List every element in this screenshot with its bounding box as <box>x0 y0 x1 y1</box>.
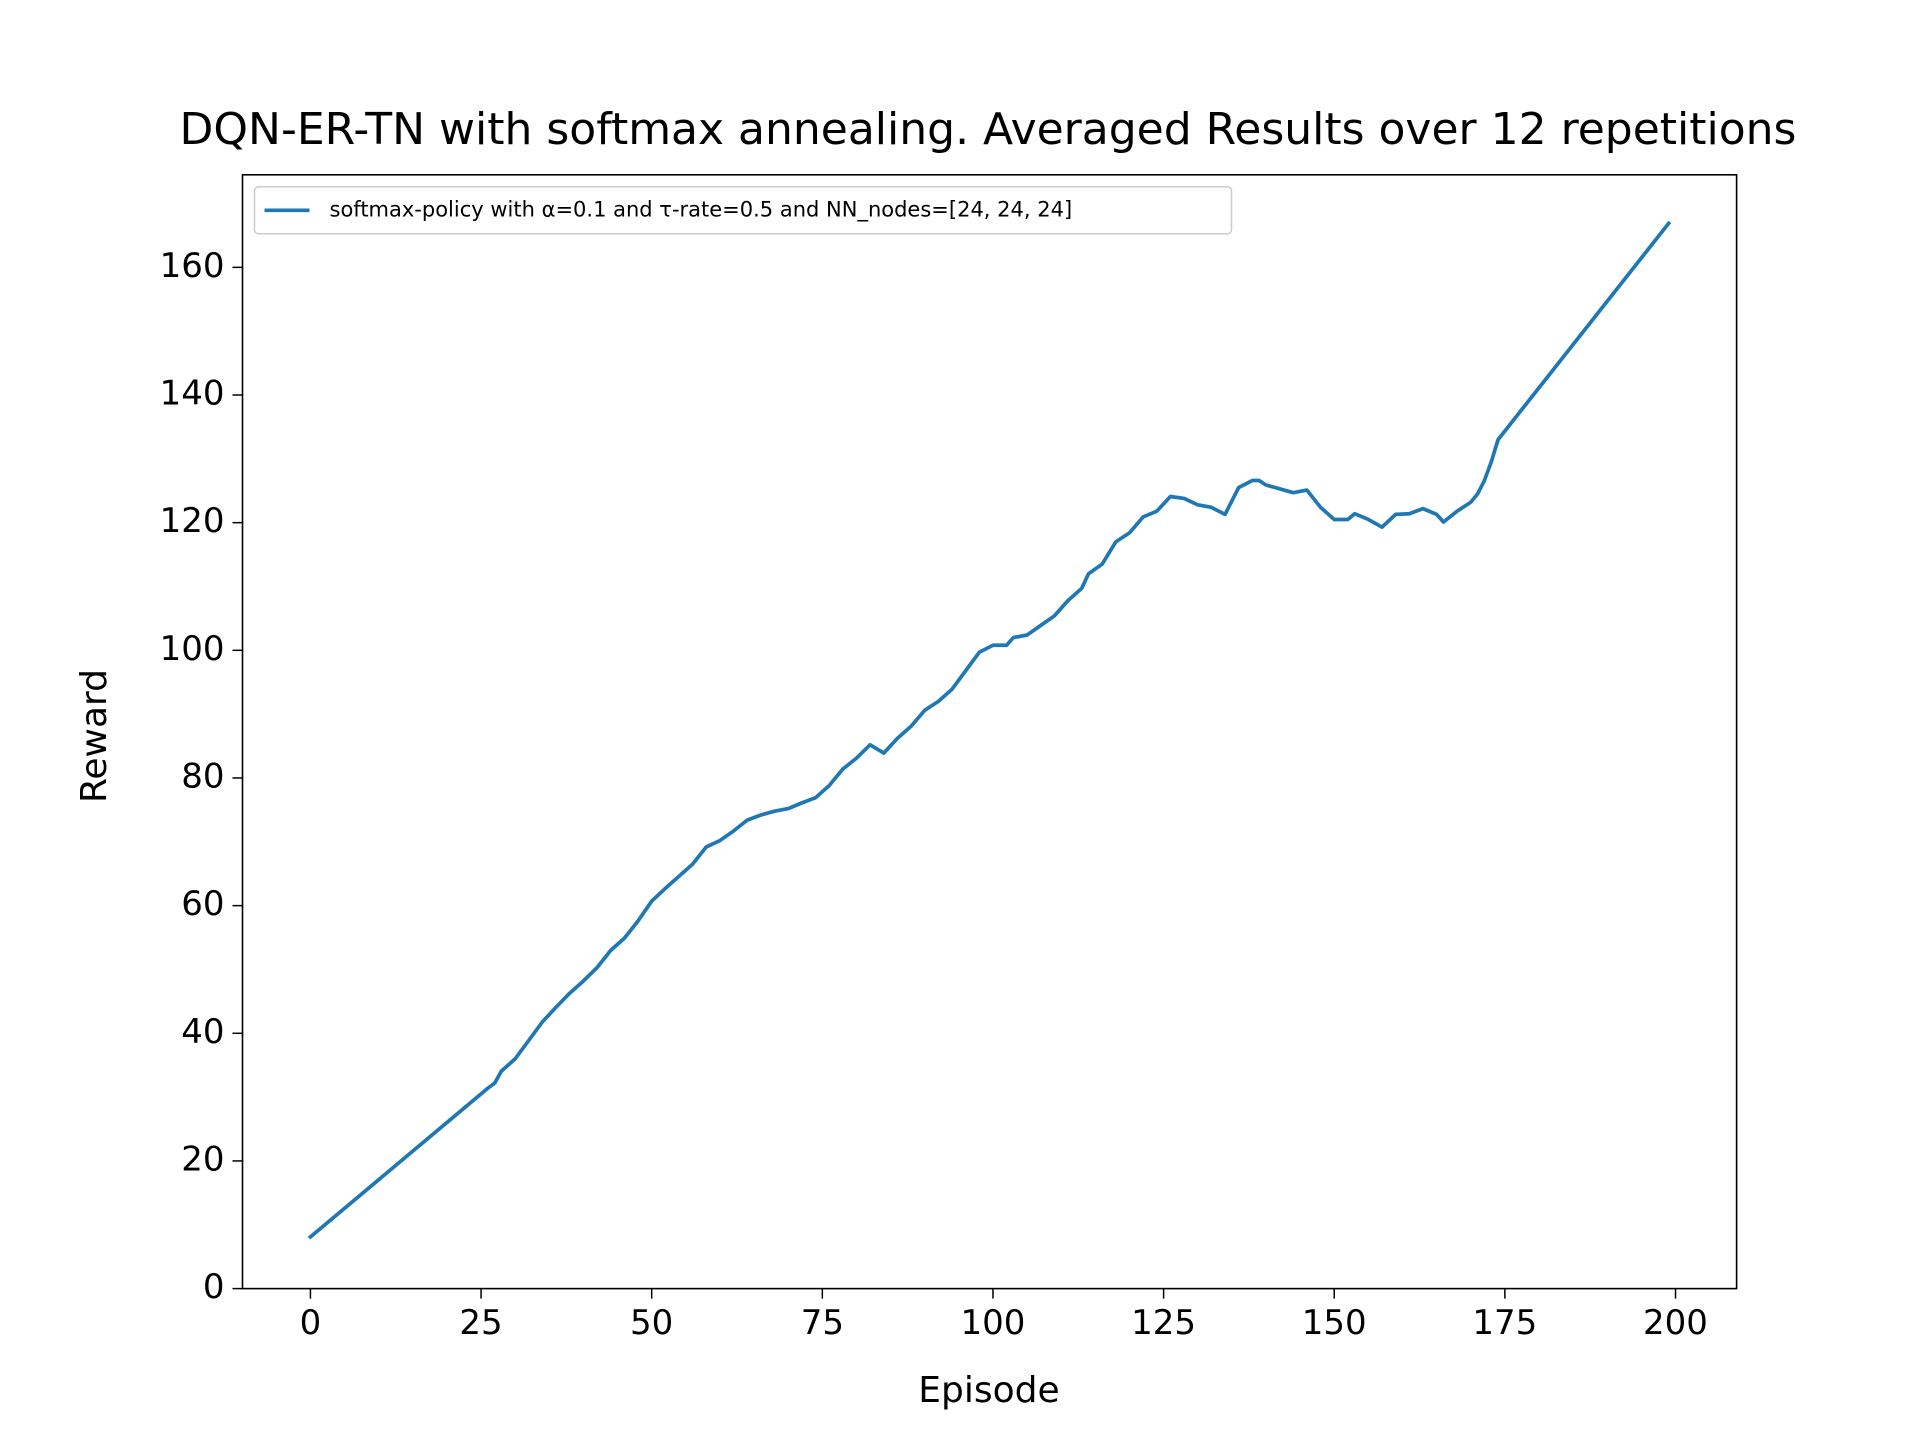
x-tick-label: 125 <box>1131 1303 1196 1343</box>
y-tick-label: 40 <box>181 1012 224 1052</box>
y-tick-label: 160 <box>160 246 225 286</box>
y-tick-label: 20 <box>181 1139 224 1179</box>
y-tick-label: 120 <box>160 501 225 541</box>
legend-label: softmax-policy with α=0.1 and τ-rate=0.5… <box>330 197 1073 222</box>
x-axis-label: Episode <box>918 1370 1059 1411</box>
data-line <box>307 220 1672 1240</box>
x-tick-label: 200 <box>1643 1303 1708 1343</box>
x-tick-label: 150 <box>1302 1303 1367 1343</box>
legend-box <box>253 186 1233 235</box>
chart-title: DQN-ER-TN with softmax annealing. Averag… <box>180 104 1797 155</box>
x-tick-label: 25 <box>459 1303 502 1343</box>
x-tick-label: 0 <box>300 1303 322 1343</box>
y-tick-label: 100 <box>160 629 225 669</box>
y-tick-label: 60 <box>181 884 224 924</box>
y-axis-label: Reward <box>74 669 115 803</box>
y-tick-label: 140 <box>160 374 225 414</box>
x-tick-label: 100 <box>961 1303 1026 1343</box>
y-tick-label: 80 <box>181 756 224 796</box>
x-tick-label: 75 <box>801 1303 844 1343</box>
y-tick-label: 0 <box>203 1267 225 1307</box>
x-tick-label: 50 <box>630 1303 673 1343</box>
axes-frame <box>241 174 1738 1290</box>
x-tick-label: 175 <box>1472 1303 1537 1343</box>
